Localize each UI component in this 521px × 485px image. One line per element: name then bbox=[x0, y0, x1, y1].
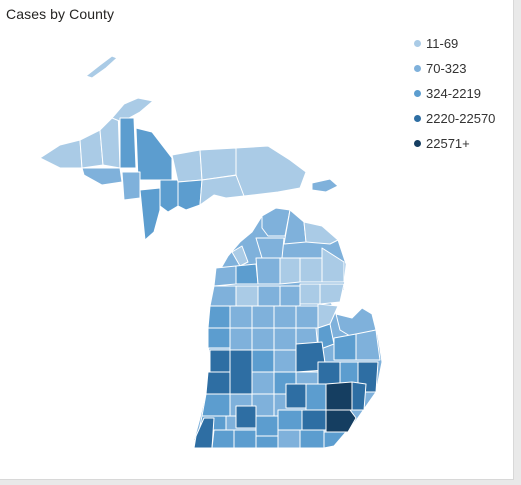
county-osceola[interactable] bbox=[251, 305, 275, 329]
county-huron[interactable] bbox=[335, 307, 377, 337]
county-sanilac[interactable] bbox=[355, 329, 381, 361]
county-baraga[interactable] bbox=[119, 117, 137, 169]
county-ionia[interactable] bbox=[251, 371, 275, 395]
county-antrim[interactable] bbox=[255, 257, 281, 285]
legend-item[interactable]: 22571+ bbox=[414, 131, 495, 156]
legend-dot-icon bbox=[414, 140, 421, 147]
county-isabella[interactable] bbox=[273, 327, 297, 351]
county-leelanau[interactable] bbox=[231, 245, 249, 267]
county-monroe[interactable] bbox=[323, 431, 347, 449]
legend-item[interactable]: 2220-22570 bbox=[414, 106, 495, 131]
legend-label: 2220-22570 bbox=[426, 111, 496, 126]
legend-item[interactable]: 324-2219 bbox=[414, 81, 495, 106]
county-oceana[interactable] bbox=[207, 327, 231, 349]
county-houghton[interactable] bbox=[99, 109, 121, 169]
county-mecosta[interactable] bbox=[251, 327, 275, 351]
county-allegan[interactable] bbox=[201, 393, 231, 417]
legend-dot-icon bbox=[414, 65, 421, 72]
county-grand-traverse[interactable] bbox=[235, 263, 259, 285]
county-montmorency[interactable] bbox=[299, 257, 323, 283]
legend-label: 11-69 bbox=[426, 36, 459, 51]
county-alpena[interactable] bbox=[321, 247, 345, 283]
legend-label: 324-2219 bbox=[426, 86, 481, 101]
county-chippewa[interactable] bbox=[235, 145, 307, 197]
county-missaukee[interactable] bbox=[257, 285, 281, 307]
county-luce[interactable] bbox=[199, 147, 237, 181]
county-manistee[interactable] bbox=[209, 285, 237, 307]
county-tuscola[interactable] bbox=[333, 333, 357, 361]
county-clare[interactable] bbox=[273, 305, 297, 329]
county-wexford[interactable] bbox=[235, 285, 259, 307]
legend-item[interactable]: 70-323 bbox=[414, 56, 495, 81]
county-genesee[interactable] bbox=[317, 361, 341, 385]
county-presque-isle[interactable] bbox=[303, 221, 339, 245]
county-st-joseph[interactable] bbox=[233, 429, 257, 449]
county-dickinson[interactable] bbox=[121, 171, 141, 201]
county-kent[interactable] bbox=[229, 349, 253, 395]
county-iron[interactable] bbox=[81, 167, 123, 186]
legend-dot-icon bbox=[414, 40, 421, 47]
county-alcona[interactable] bbox=[319, 283, 345, 305]
county-benzie[interactable] bbox=[213, 265, 237, 287]
legend-item[interactable]: 11-69 bbox=[414, 31, 495, 56]
county-livingston[interactable] bbox=[305, 383, 327, 411]
isle-royale[interactable] bbox=[85, 55, 118, 79]
county-hillsdale[interactable] bbox=[277, 429, 301, 449]
county-lapeer[interactable] bbox=[339, 361, 359, 385]
county-muskegon[interactable] bbox=[209, 349, 231, 373]
county-wayne[interactable] bbox=[325, 409, 357, 433]
county-oscoda[interactable] bbox=[299, 283, 321, 305]
county-cass[interactable] bbox=[211, 429, 235, 449]
county-lenawee[interactable] bbox=[299, 429, 325, 449]
county-newaygo[interactable] bbox=[229, 327, 253, 351]
legend-label: 70-323 bbox=[426, 61, 467, 76]
county-washtenaw[interactable] bbox=[301, 409, 327, 431]
drummond-island[interactable] bbox=[311, 178, 339, 193]
county-oakland[interactable] bbox=[325, 381, 353, 411]
county-calhoun[interactable] bbox=[255, 415, 279, 437]
county-jackson[interactable] bbox=[277, 409, 303, 431]
county-menominee[interactable] bbox=[139, 187, 161, 241]
county-schoolcraft[interactable] bbox=[177, 179, 203, 211]
visual-panel: Cases by County bbox=[0, 0, 514, 480]
county-alger[interactable] bbox=[171, 149, 203, 183]
michigan-county-map[interactable] bbox=[0, 0, 513, 479]
legend: 11-69 70-323 324-2219 2220-22570 22571+ bbox=[414, 31, 495, 156]
county-gladwin[interactable] bbox=[295, 305, 319, 329]
legend-dot-icon bbox=[414, 115, 421, 122]
county-lake[interactable] bbox=[229, 305, 253, 329]
county-delta[interactable] bbox=[159, 179, 179, 213]
county-otsego[interactable] bbox=[279, 257, 301, 285]
county-ontonagon[interactable] bbox=[79, 129, 104, 169]
county-ottawa[interactable] bbox=[205, 371, 231, 395]
county-montcalm[interactable] bbox=[251, 349, 275, 373]
county-gratiot[interactable] bbox=[273, 349, 297, 373]
county-mason[interactable] bbox=[207, 305, 231, 329]
county-gogebic[interactable] bbox=[39, 139, 83, 169]
legend-label: 22571+ bbox=[426, 136, 470, 151]
county-roscommon[interactable] bbox=[279, 285, 301, 307]
legend-dot-icon bbox=[414, 90, 421, 97]
county-ingham[interactable] bbox=[285, 383, 307, 409]
county-macomb[interactable] bbox=[351, 381, 367, 411]
county-kalamazoo[interactable] bbox=[235, 405, 257, 429]
visual-title: Cases by County bbox=[6, 6, 115, 22]
county-berrien[interactable] bbox=[193, 417, 215, 449]
county-marquette[interactable] bbox=[135, 127, 173, 181]
county-branch[interactable] bbox=[255, 435, 279, 449]
